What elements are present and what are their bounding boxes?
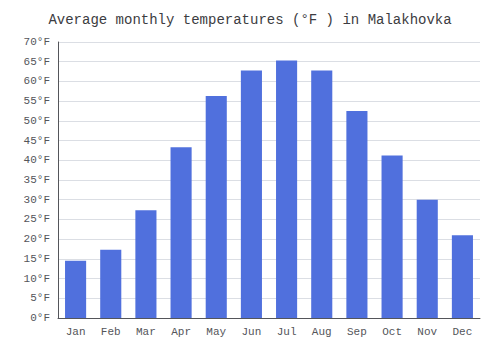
svg-text:Mar: Mar	[136, 326, 156, 338]
svg-text:55°F: 55°F	[24, 95, 50, 107]
svg-text:Oct: Oct	[382, 326, 402, 338]
svg-text:Sep: Sep	[347, 326, 367, 338]
svg-text:May: May	[206, 326, 226, 338]
svg-text:Aug: Aug	[312, 326, 332, 338]
svg-text:Jan: Jan	[66, 326, 86, 338]
svg-text:40°F: 40°F	[24, 154, 50, 166]
svg-text:50°F: 50°F	[24, 115, 50, 127]
svg-text:Feb: Feb	[101, 326, 121, 338]
svg-text:Jun: Jun	[242, 326, 262, 338]
svg-text:70°F: 70°F	[24, 36, 50, 48]
svg-text:5°F: 5°F	[30, 292, 50, 304]
svg-text:10°F: 10°F	[24, 273, 50, 285]
svg-text:60°F: 60°F	[24, 75, 50, 87]
svg-text:0°F: 0°F	[30, 312, 50, 324]
svg-text:Dec: Dec	[453, 326, 473, 338]
svg-text:15°F: 15°F	[24, 253, 50, 265]
svg-text:30°F: 30°F	[24, 194, 50, 206]
svg-text:Jul: Jul	[277, 326, 297, 338]
svg-text:45°F: 45°F	[24, 135, 50, 147]
svg-text:25°F: 25°F	[24, 213, 50, 225]
svg-text:35°F: 35°F	[24, 174, 50, 186]
svg-text:Nov: Nov	[417, 326, 437, 338]
svg-text:65°F: 65°F	[24, 56, 50, 68]
svg-text:Average monthly temperatures (: Average monthly temperatures (°F ) in Ma…	[48, 12, 451, 28]
svg-text:Apr: Apr	[171, 326, 191, 338]
svg-text:20°F: 20°F	[24, 233, 50, 245]
